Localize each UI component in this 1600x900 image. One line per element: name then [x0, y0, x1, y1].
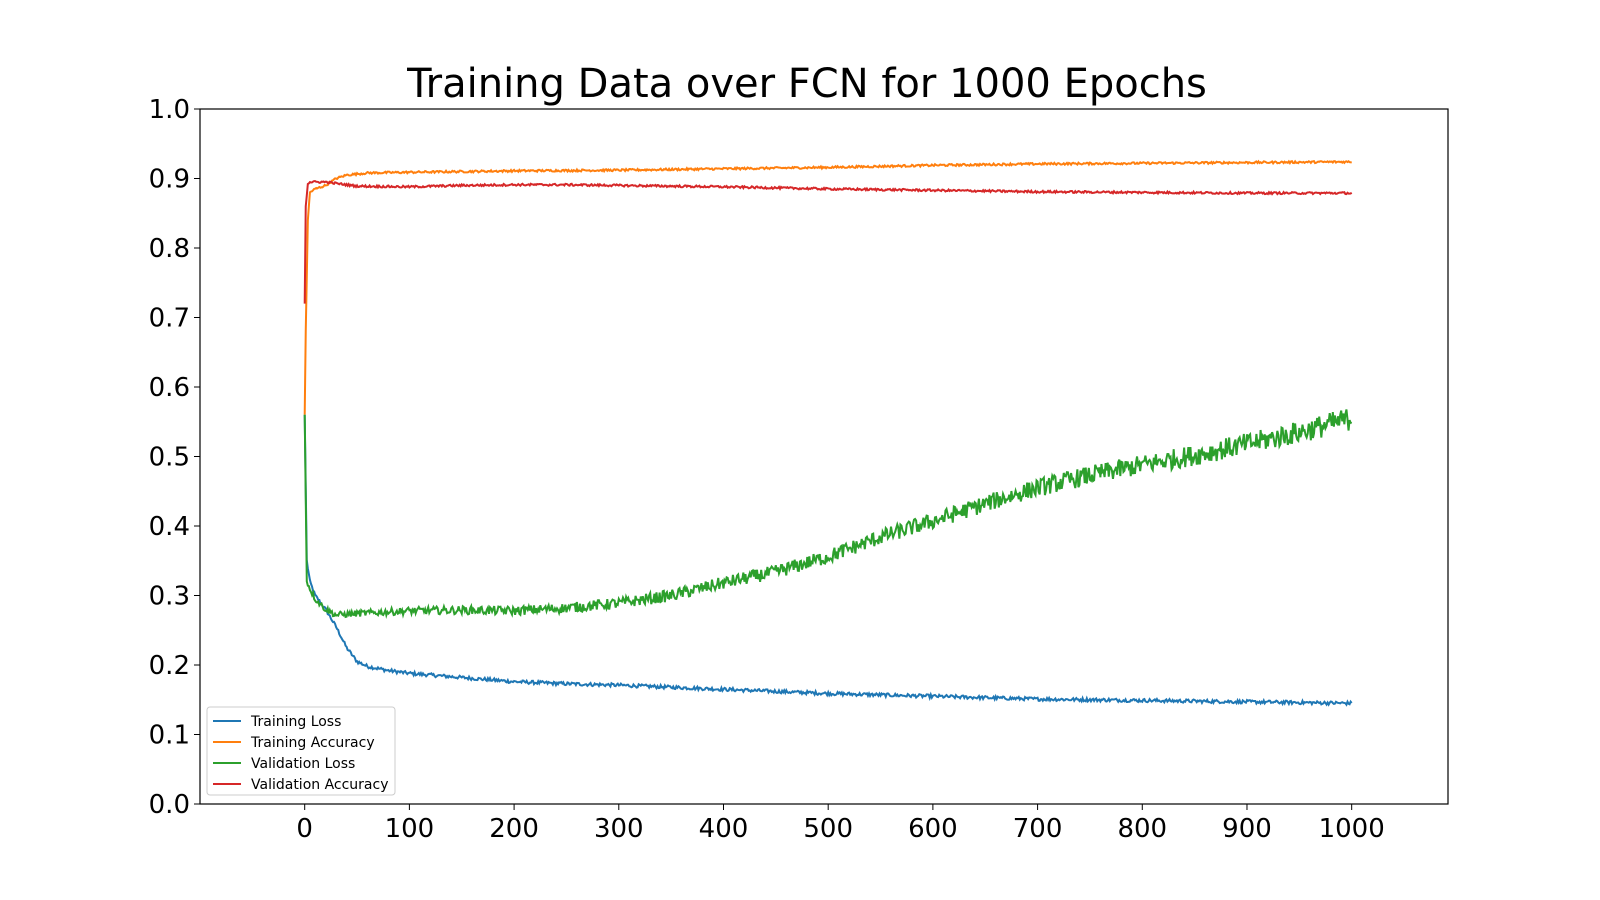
y-tick-label: 0.2 — [149, 651, 190, 681]
x-axis: 0 100 200 300 400 500 600 700 800 900 1000 — [296, 804, 1385, 844]
y-tick-label: 0.3 — [149, 582, 190, 612]
y-tick-label: 1.0 — [149, 95, 190, 125]
chart-title: Training Data over FCN for 1000 Epochs — [406, 61, 1207, 107]
y-tick-label: 0.4 — [149, 512, 190, 542]
legend: Training Loss Training Accuracy Validation… — [206, 706, 396, 796]
x-tick-label: 800 — [1117, 814, 1167, 844]
y-axis: 0.0 0.1 0.2 0.3 0.4 0.5 0.6 0.7 0.8 0.9 1.0 — [149, 95, 200, 820]
y-tick-label: 0.9 — [149, 165, 190, 195]
x-tick-label: 300 — [594, 814, 644, 844]
y-tick-label: 0.6 — [149, 373, 190, 403]
x-tick-label: 200 — [489, 814, 539, 844]
legend-label-validation-accuracy: Validation Accuracy — [251, 777, 389, 793]
x-tick-label: 0 — [296, 814, 313, 844]
legend-box — [206, 706, 396, 796]
series-line-validation-accuracy — [303, 180, 1353, 304]
series-line-validation-loss — [303, 409, 1353, 619]
x-tick-label: 100 — [385, 814, 435, 844]
legend-label-training-loss: Training Loss — [250, 714, 341, 730]
legend-label-training-accuracy: Training Accuracy — [250, 735, 375, 751]
x-tick-label: 400 — [699, 814, 749, 844]
y-tick-label: 0.5 — [149, 443, 190, 473]
x-tick-label: 900 — [1222, 814, 1272, 844]
x-tick-label: 700 — [1013, 814, 1063, 844]
y-tick-label: 0.7 — [149, 304, 190, 334]
series-line-training-accuracy — [303, 159, 1353, 415]
x-tick-label: 600 — [908, 814, 958, 844]
y-tick-label: 0.1 — [149, 721, 190, 751]
series-layer — [303, 159, 1353, 707]
series-line-training-loss — [303, 414, 1353, 707]
y-tick-label: 0.8 — [149, 234, 190, 264]
plot-area — [199, 108, 1449, 805]
x-tick-label: 500 — [803, 814, 853, 844]
x-tick-label: 1000 — [1319, 814, 1385, 844]
y-tick-label: 0.0 — [149, 790, 190, 820]
legend-label-validation-loss: Validation Loss — [251, 756, 355, 772]
